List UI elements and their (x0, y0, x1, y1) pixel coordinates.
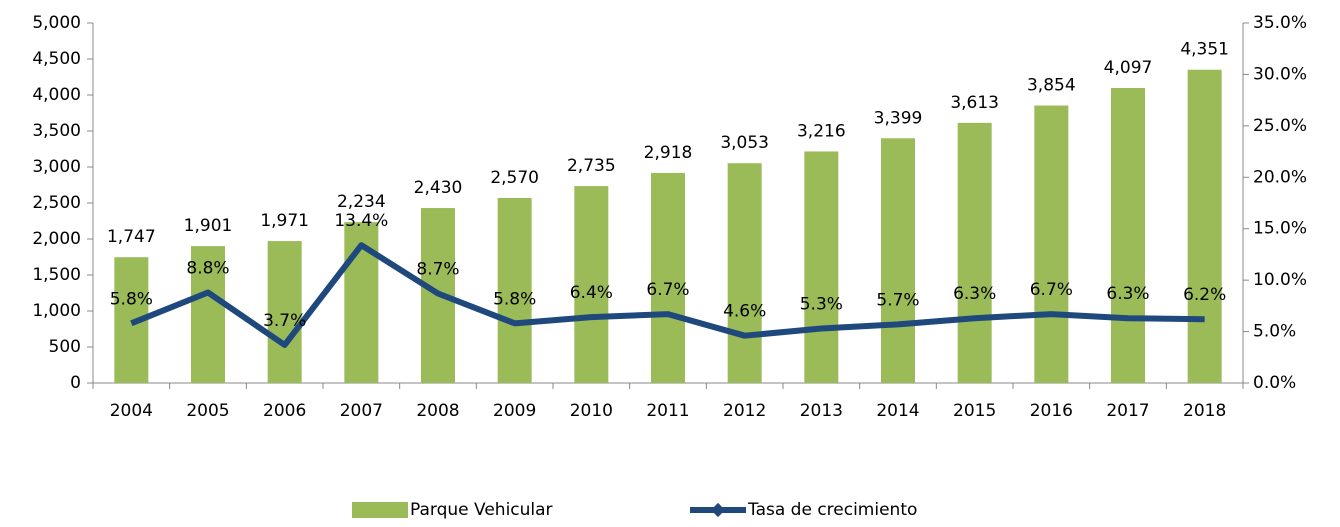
y-tick-label: 4,000 (32, 85, 81, 105)
bar-label: 3,854 (1027, 76, 1076, 96)
line-label: 6.3% (1106, 284, 1149, 304)
bar (804, 151, 839, 383)
bar (1034, 105, 1069, 384)
bar-label: 3,216 (797, 121, 846, 141)
bar-label: 2,234 (337, 192, 386, 212)
x-tick-label: 2012 (723, 401, 766, 421)
y2-tick-label: 30.0% (1253, 64, 1307, 84)
bar-label: 2,430 (414, 178, 463, 198)
bar (1187, 69, 1222, 383)
bar (957, 122, 992, 383)
y-tick-label: 2,000 (32, 229, 81, 249)
y2-tick-label: 10.0% (1253, 270, 1307, 290)
x-tick-label: 2008 (416, 401, 459, 421)
x-tick-label: 2007 (340, 401, 383, 421)
line-label: 5.3% (800, 294, 843, 314)
y-tick-label: 1,500 (32, 265, 81, 285)
line-label: 6.3% (953, 284, 996, 304)
bar-label: 2,570 (490, 168, 539, 188)
x-tick-label: 2016 (1030, 401, 1073, 421)
line-label: 5.8% (493, 289, 536, 309)
y2-tick-label: 0.0% (1253, 373, 1296, 393)
line-label: 4.6% (723, 302, 766, 322)
line-label: 13.4% (334, 211, 388, 231)
x-tick-label: 2009 (493, 401, 536, 421)
bar-label: 1,747 (107, 227, 156, 247)
bar (267, 241, 302, 383)
y-tick-label: 500 (49, 337, 81, 357)
legend-marker (710, 502, 726, 518)
bar (727, 163, 762, 383)
y-tick-label: 3,500 (32, 121, 81, 141)
x-tick-label: 2006 (263, 401, 306, 421)
y2-tick-label: 25.0% (1253, 116, 1307, 136)
bar (651, 172, 685, 383)
legend-swatch (352, 502, 408, 518)
y2-tick-label: 15.0% (1253, 219, 1307, 239)
line-label: 6.7% (1030, 280, 1073, 300)
y2-tick-label: 20.0% (1253, 167, 1307, 187)
bar-label: 3,399 (874, 108, 923, 128)
line-label: 6.7% (646, 280, 689, 300)
bar-label: 4,097 (1104, 58, 1153, 78)
line-label: 5.8% (110, 289, 153, 309)
bar (1111, 88, 1145, 384)
x-tick-label: 2015 (953, 401, 996, 421)
x-tick-label: 2011 (646, 401, 689, 421)
bar-label: 2,918 (644, 143, 693, 163)
bar-label: 1,901 (184, 216, 233, 236)
bar (497, 197, 532, 383)
x-tick-label: 2014 (876, 401, 919, 421)
bar-label: 4,351 (1180, 40, 1229, 60)
line-label: 6.2% (1183, 285, 1226, 305)
y-tick-label: 5,000 (32, 13, 81, 33)
x-tick-label: 2004 (110, 401, 153, 421)
y-tick-label: 3,000 (32, 157, 81, 177)
line (130, 242, 1205, 348)
x-tick-label: 2018 (1183, 401, 1226, 421)
x-tick-label: 2010 (570, 401, 613, 421)
x-tick-label: 2005 (186, 401, 229, 421)
x-tick-label: 2013 (800, 401, 843, 421)
bar-label: 3,053 (720, 133, 769, 153)
line-label: 6.4% (570, 283, 613, 303)
bar-label: 2,735 (567, 156, 616, 176)
y-tick-label: 4,500 (32, 49, 81, 69)
line-label: 8.7% (416, 260, 459, 280)
line-label: 8.8% (186, 258, 229, 278)
bar-label: 3,613 (950, 93, 999, 113)
y-tick-label: 1,000 (32, 301, 81, 321)
legend-label: Parque Vehicular (410, 500, 553, 520)
y2-tick-label: 35.0% (1253, 13, 1307, 33)
bar (881, 138, 915, 383)
y2-tick-label: 5.0% (1253, 322, 1296, 342)
legend-label: Tasa de crecimiento (747, 500, 917, 520)
line-label: 5.7% (876, 290, 919, 310)
x-tick-label: 2017 (1106, 401, 1149, 421)
y-tick-label: 0 (70, 373, 81, 393)
y-tick-label: 2,500 (32, 193, 81, 213)
bar (574, 186, 609, 383)
bar-label: 1,971 (260, 211, 309, 231)
line-label: 3.7% (263, 311, 306, 331)
bar (191, 246, 225, 383)
